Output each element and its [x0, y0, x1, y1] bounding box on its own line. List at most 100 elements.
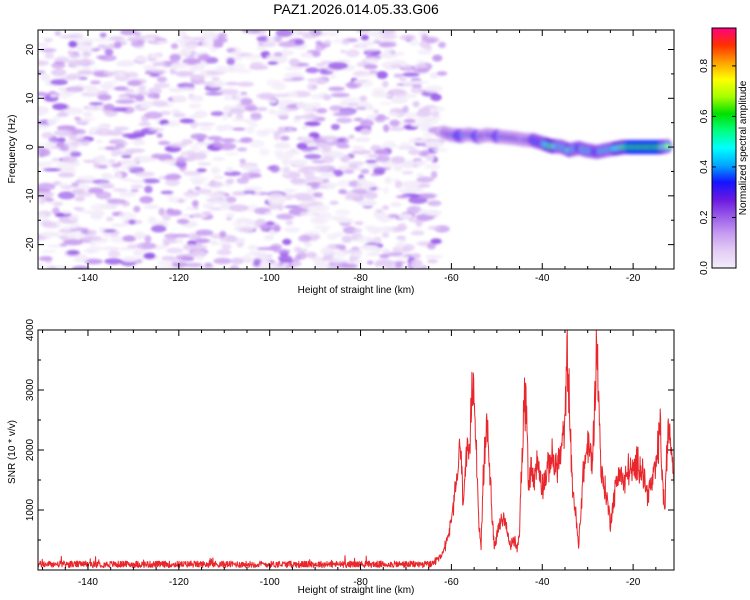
spectrogram-noise-cell: [68, 213, 80, 221]
spectrogram-noise-cell: [144, 111, 163, 119]
spectrogram-noise-cell: [134, 55, 148, 63]
spectrogram-noise-cell: [390, 64, 403, 69]
spectrogram-noise-cell: [301, 125, 309, 130]
spectrogram-noise-cell: [267, 99, 277, 104]
y-tick-label: 0: [25, 144, 36, 150]
spectrogram-noise-cell: [365, 104, 374, 111]
spectrogram-noise-cell: [296, 31, 316, 36]
spectrogram-noise-cell: [266, 246, 280, 251]
spectrogram-noise-cell: [220, 138, 236, 143]
spectrogram-noise-cell: [95, 139, 103, 144]
x-tick-label: -140: [78, 273, 98, 284]
spectrogram-noise-cell: [353, 80, 360, 84]
spectrogram-noise-cell: [50, 79, 68, 86]
spectrogram-noise-cell: [298, 235, 311, 243]
spectrogram-noise-cell: [132, 139, 146, 146]
spectrogram-noise-cell: [48, 265, 57, 269]
spectrogram-noise-cell: [241, 30, 261, 34]
spectrogram-noise-cell: [357, 199, 378, 207]
spectrogram-noise-cell: [82, 159, 96, 163]
spectrogram-noise-cell: [432, 54, 443, 62]
spectrogram-noise-cell: [44, 141, 55, 149]
spectrogram-noise-cell: [212, 41, 224, 48]
spectrogram-noise-cell: [130, 184, 144, 189]
spectrogram-noise-cell: [144, 185, 153, 194]
spectrogram-noise-cell: [101, 175, 117, 179]
spectrogram-noise-cell: [207, 192, 226, 199]
spectrogram-noise-cell: [59, 236, 68, 240]
spectrogram-noise-cell: [278, 265, 288, 269]
spectrogram-noise-cell: [354, 221, 364, 226]
spectrogram-noise-cell: [38, 107, 50, 115]
spectrogram-noise-cell: [235, 217, 252, 224]
colorbar-tick-label: 0.4: [699, 160, 710, 174]
spectrogram-noise-cell: [121, 154, 132, 159]
spectrogram-noise-cell: [261, 39, 277, 48]
spectrogram-noise-cell: [172, 261, 188, 268]
spectrogram-noise-cell: [426, 259, 439, 264]
spectrogram-noise-cell: [135, 95, 143, 101]
spectrogram-noise-cell: [328, 86, 345, 92]
spectrogram-noise-cell: [343, 249, 362, 254]
spectrogram-noise-cell: [427, 200, 442, 207]
spectrogram-noise-cell: [413, 68, 430, 73]
x-tick-label: -80: [353, 273, 368, 284]
spectrogram-noise-cell: [164, 175, 172, 181]
spectrogram-noise-cell: [243, 190, 256, 194]
spectrogram-noise-cell: [111, 163, 122, 168]
spectrogram-noise-cell: [150, 100, 169, 107]
spectrogram-noise-cell: [247, 244, 259, 251]
spectrogram-noise-cell: [357, 137, 371, 142]
spectrogram-noise-cell: [61, 226, 78, 230]
spectrogram-noise-cell: [311, 165, 330, 173]
spectrogram-noise-cell: [399, 34, 416, 41]
spectrogram-noise-cell: [384, 176, 392, 185]
spectrogram-noise-cell: [242, 165, 258, 171]
spectrogram-noise-cell: [160, 190, 174, 195]
spectrogram-noise-cell: [315, 108, 328, 114]
spectrogram-noise-cell: [293, 246, 302, 253]
spectrogram-noise-cell: [419, 194, 436, 200]
spectrogram-noise-cell: [153, 82, 171, 89]
spectrogram-noise-cell: [104, 110, 118, 117]
spectrogram-noise-cell: [172, 112, 186, 118]
spectrogram-noise-cell: [210, 242, 227, 246]
spectrogram-noise-cell: [376, 155, 391, 163]
spectrogram-noise-cell: [372, 87, 386, 94]
spectrogram-noise-cell: [54, 129, 72, 137]
spectrogram-noise-cell: [133, 231, 146, 239]
spectrogram-noise-cell: [285, 149, 300, 155]
spectrogram-noise-cell: [57, 183, 70, 188]
spectrogram-noise-cell: [315, 40, 323, 46]
spectrogram-noise-cell: [57, 172, 75, 178]
spectrogram-noise-cell: [379, 254, 390, 259]
spectrogram-noise-cell: [108, 159, 115, 164]
spectrogram-noise-cell: [38, 43, 50, 47]
spectrogram-noise-cell: [304, 121, 321, 127]
spectrogram-noise-cell: [395, 195, 411, 199]
colorbar-tick-label: 0.2: [699, 210, 710, 224]
spectrogram-noise-cell: [127, 244, 143, 249]
colorbar-tick-label: 0.8: [699, 59, 710, 73]
spectrogram-noise-cell: [340, 49, 347, 54]
spectrogram-noise-cell: [366, 260, 374, 265]
spectrogram-noise-cell: [122, 133, 137, 138]
spectrogram-noise-cell: [418, 107, 431, 114]
spectrogram-noise-cell: [224, 171, 242, 177]
spectrogram-noise-cell: [160, 110, 171, 116]
spectrogram-noise-cell: [370, 173, 380, 177]
spectrogram-noise-cell: [41, 131, 54, 139]
spectrogram-noise-cell: [71, 265, 90, 269]
spectrogram-noise-cell: [59, 147, 69, 151]
spectrogram-noise-cell: [209, 200, 229, 205]
spectrogram-noise-cell: [254, 190, 261, 196]
spectrogram-noise-cell: [389, 119, 400, 127]
spectrogram-noise-cell: [361, 48, 381, 52]
spectrogram-noise-cell: [147, 92, 160, 99]
spectrogram-noise-cell: [354, 145, 366, 152]
spectrogram-noise-cell: [130, 189, 139, 193]
spectrogram-noise-cell: [166, 247, 184, 254]
spectrogram-noise-cell: [263, 234, 275, 241]
spectrogram-noise-cell: [195, 255, 205, 261]
spectrogram-noise-cell: [321, 155, 335, 164]
